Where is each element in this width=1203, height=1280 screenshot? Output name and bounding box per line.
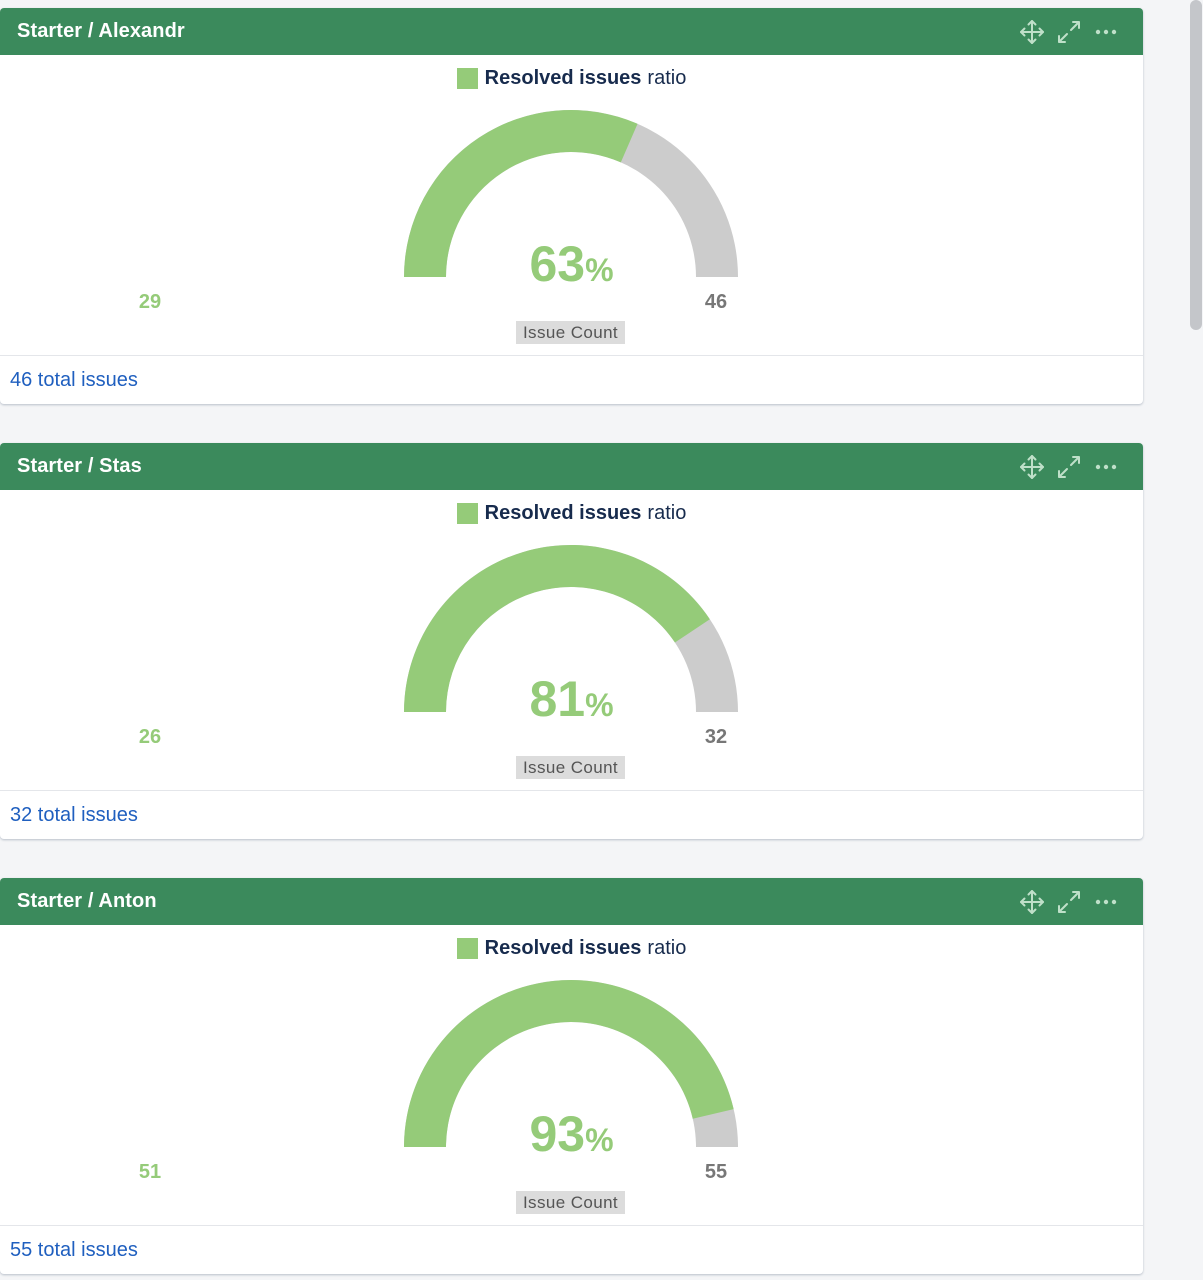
- legend-label-rest: ratio: [647, 502, 687, 524]
- expand-icon[interactable]: [1056, 889, 1082, 915]
- gadget-title: Starter / Alexandr: [17, 20, 185, 42]
- gadget-stas: Starter / Stas Resolved issues ratio 81%…: [0, 443, 1143, 839]
- more-icon[interactable]: [1093, 19, 1119, 45]
- gadget-header[interactable]: Starter / Anton: [0, 878, 1143, 925]
- total-issues-link[interactable]: 55 total issues: [10, 1239, 138, 1261]
- gadget-title: Starter / Stas: [17, 455, 142, 477]
- gadget-footer: 46 total issues: [0, 355, 1143, 404]
- gauge-resolved-value: 26: [138, 726, 162, 748]
- move-icon[interactable]: [1019, 19, 1045, 45]
- page-scrollbar[interactable]: [1189, 0, 1203, 1280]
- chart-legend: Resolved issues ratio: [0, 502, 1143, 529]
- legend-swatch: [456, 937, 478, 959]
- gauge-resolved-arc: [404, 110, 638, 277]
- chart-legend: Resolved issues ratio: [0, 67, 1143, 94]
- gauge-percent: 81%: [529, 671, 614, 727]
- gauge-resolved-arc: [404, 545, 710, 712]
- gadget-header[interactable]: Starter / Stas: [0, 443, 1143, 490]
- gauge-percent: 93%: [529, 1106, 614, 1162]
- legend-swatch: [456, 502, 478, 524]
- gauge-axis-label: Issue Count: [516, 1191, 625, 1214]
- gadget-footer: 32 total issues: [0, 790, 1143, 839]
- gauge-resolved-value: 29: [138, 291, 162, 313]
- header-actions: [1019, 19, 1119, 45]
- header-actions: [1019, 889, 1119, 915]
- total-issues-link[interactable]: 32 total issues: [10, 804, 138, 826]
- scrollbar-thumb[interactable]: [1190, 0, 1202, 330]
- gadget-title: Starter / Anton: [17, 890, 157, 912]
- gauge-total-value: 55: [704, 1161, 728, 1183]
- gadget-alexandr: Starter / Alexandr Resolved issues ratio…: [0, 8, 1143, 404]
- expand-icon[interactable]: [1056, 19, 1082, 45]
- legend-label-strong: Resolved issues: [484, 67, 642, 89]
- more-icon[interactable]: [1093, 889, 1119, 915]
- legend-label-strong: Resolved issues: [484, 937, 642, 959]
- legend-label-strong: Resolved issues: [484, 502, 642, 524]
- gauge-chart: [404, 545, 738, 712]
- expand-icon[interactable]: [1056, 454, 1082, 480]
- more-icon[interactable]: [1093, 454, 1119, 480]
- legend-swatch: [456, 67, 478, 89]
- gauge-axis-label: Issue Count: [516, 756, 625, 779]
- move-icon[interactable]: [1019, 454, 1045, 480]
- chart-legend: Resolved issues ratio: [0, 937, 1143, 964]
- header-actions: [1019, 454, 1119, 480]
- gauge-chart: [404, 980, 738, 1147]
- move-icon[interactable]: [1019, 889, 1045, 915]
- legend-label-rest: ratio: [647, 937, 687, 959]
- gauge-resolved-arc: [404, 980, 734, 1147]
- gadget-header[interactable]: Starter / Alexandr: [0, 8, 1143, 55]
- gauge-resolved-value: 51: [138, 1161, 162, 1183]
- gauge-total-value: 46: [704, 291, 728, 313]
- total-issues-link[interactable]: 46 total issues: [10, 369, 138, 391]
- gadget-footer: 55 total issues: [0, 1225, 1143, 1274]
- gauge-total-value: 32: [704, 726, 728, 748]
- gauge-axis-label: Issue Count: [516, 321, 625, 344]
- gadget-anton: Starter / Anton Resolved issues ratio 93…: [0, 878, 1143, 1274]
- legend-label-rest: ratio: [647, 67, 687, 89]
- gauge-chart: [404, 110, 738, 277]
- gauge-percent: 63%: [529, 236, 614, 292]
